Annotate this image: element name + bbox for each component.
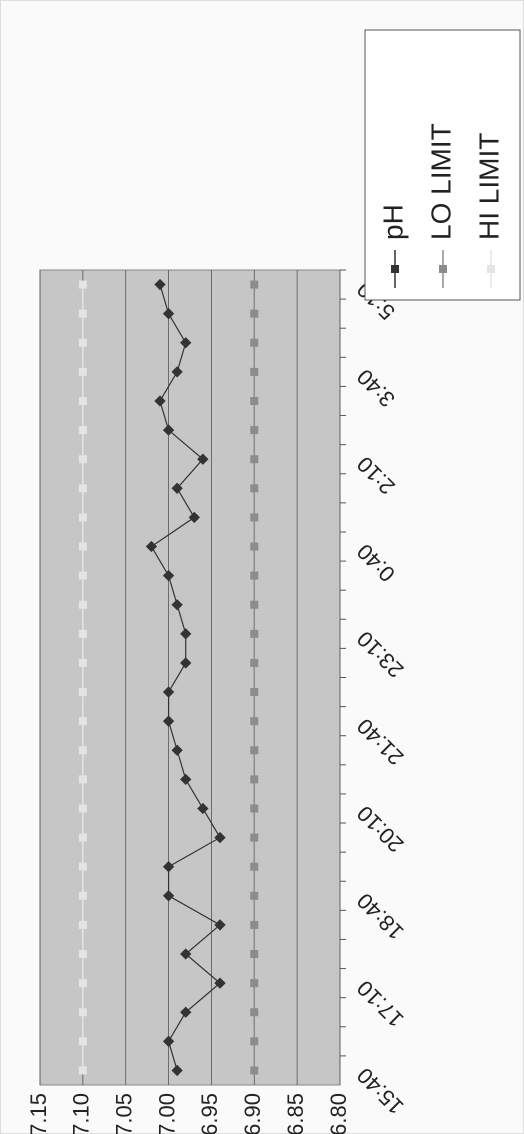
marker <box>250 1066 259 1075</box>
marker <box>78 309 87 318</box>
marker <box>162 715 175 727</box>
marker <box>78 513 87 522</box>
legend-label: HI LIMIT <box>473 133 504 240</box>
marker <box>145 540 158 553</box>
marker <box>78 891 87 900</box>
marker <box>250 367 259 376</box>
y-tick-label: 7.15 <box>26 1093 51 1134</box>
marker <box>250 629 259 638</box>
plot-area <box>39 269 341 1086</box>
marker <box>78 658 87 667</box>
marker <box>78 426 87 435</box>
y-tick-label: 6.90 <box>240 1093 265 1134</box>
marker <box>250 979 259 988</box>
marker <box>78 455 87 464</box>
marker <box>250 484 259 493</box>
marker <box>78 804 87 813</box>
marker <box>250 746 259 755</box>
marker <box>250 426 259 435</box>
marker <box>180 337 192 349</box>
marker <box>250 309 259 318</box>
marker <box>162 569 175 582</box>
marker <box>250 862 259 871</box>
marker <box>250 396 259 405</box>
marker <box>78 338 87 347</box>
marker <box>180 657 192 669</box>
marker <box>171 482 183 494</box>
marker <box>250 338 259 347</box>
marker <box>78 950 87 959</box>
marker <box>250 1008 259 1017</box>
series-line <box>150 284 222 1071</box>
marker <box>214 831 226 844</box>
rotated-chart: 6.806.856.906.957.007.057.107.15 15:4017:… <box>26 29 521 1134</box>
marker <box>78 280 87 289</box>
marker <box>250 280 259 289</box>
marker <box>78 571 87 580</box>
marker <box>197 802 209 815</box>
legend-marker <box>487 265 495 273</box>
marker <box>162 686 175 698</box>
marker <box>78 833 87 842</box>
marker <box>250 950 259 959</box>
marker <box>78 920 87 929</box>
marker <box>78 862 87 871</box>
marker <box>78 717 87 726</box>
marker <box>78 542 87 551</box>
y-tick-label: 6.95 <box>197 1093 222 1134</box>
y-tick-label: 7.05 <box>112 1093 137 1134</box>
legend-marker <box>391 265 399 273</box>
marker <box>250 455 259 464</box>
marker <box>78 979 87 988</box>
marker <box>78 629 87 638</box>
y-tick-label: 7.00 <box>154 1093 179 1134</box>
marker <box>78 396 87 405</box>
marker <box>250 833 259 842</box>
marker <box>171 744 183 756</box>
legend-label: pH <box>377 204 408 240</box>
marker <box>180 948 192 960</box>
marker <box>154 395 166 407</box>
marker <box>180 773 192 786</box>
y-tick-label: 6.80 <box>326 1093 351 1134</box>
marker <box>78 688 87 697</box>
marker <box>154 278 166 291</box>
marker <box>250 1037 259 1046</box>
marker <box>250 513 259 522</box>
marker <box>78 484 87 493</box>
y-tick-label: 6.85 <box>283 1093 308 1134</box>
marker <box>250 542 259 551</box>
marker <box>250 600 259 609</box>
marker <box>162 424 175 436</box>
marker <box>250 891 259 900</box>
marker <box>180 628 192 640</box>
legend-box <box>364 29 521 301</box>
marker <box>250 775 259 784</box>
marker <box>250 804 259 813</box>
legend-label: LO LIMIT <box>425 123 456 240</box>
marker <box>162 308 175 320</box>
marker <box>78 1066 87 1075</box>
marker <box>250 688 259 697</box>
marker <box>188 511 200 524</box>
marker <box>171 599 183 611</box>
marker <box>78 775 87 784</box>
marker <box>250 920 259 929</box>
marker <box>78 600 87 609</box>
marker <box>162 861 175 873</box>
marker <box>214 977 226 989</box>
marker <box>250 571 259 580</box>
marker <box>250 658 259 667</box>
y-tick-label: 7.10 <box>69 1093 94 1134</box>
marker <box>78 1037 87 1046</box>
marker <box>78 746 87 755</box>
legend-marker <box>439 265 447 273</box>
marker <box>171 366 183 378</box>
marker <box>197 453 209 465</box>
marker <box>78 367 87 376</box>
marker <box>78 1008 87 1017</box>
marker <box>250 717 259 726</box>
